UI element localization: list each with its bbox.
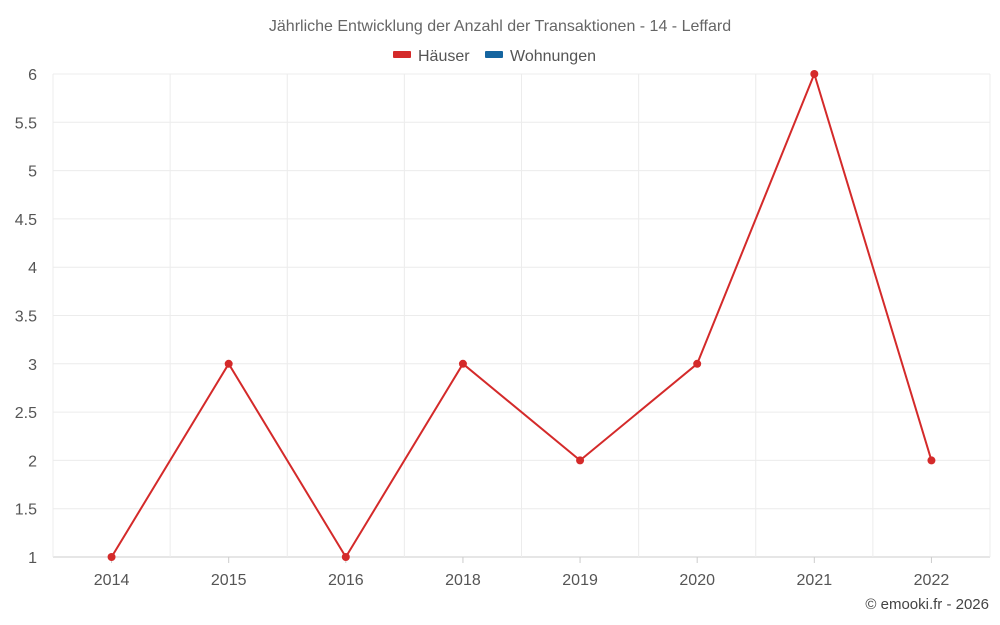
- y-tick-label: 5: [28, 164, 37, 181]
- y-tick-label: 3: [28, 357, 37, 374]
- y-tick-label: 4: [28, 260, 37, 277]
- y-tick-label: 1: [28, 550, 37, 567]
- data-point[interactable]: [927, 456, 936, 465]
- y-axis: 1 1.5 2 2.5 3 3.5 4 4.5 5 5.5 6: [15, 67, 37, 567]
- x-axis: 2014 2015 2016 2018 2019 2020 2021 2022: [94, 557, 950, 589]
- data-point[interactable]: [107, 553, 116, 561]
- series-line-0: [110, 73, 933, 558]
- data-point[interactable]: [810, 70, 819, 78]
- legend-label-wohnungen: Wohnungen: [510, 48, 596, 65]
- x-tick-label: 2014: [94, 572, 130, 589]
- y-tick-label: 2: [28, 453, 37, 470]
- data-point[interactable]: [341, 553, 350, 561]
- y-tick-label: 1.5: [15, 502, 37, 519]
- legend-item-haeuser[interactable]: Häuser: [393, 48, 470, 65]
- grid-lines: [52, 73, 991, 558]
- chart-title: Jährliche Entwicklung der Anzahl der Tra…: [269, 18, 731, 35]
- legend-swatch-wohnungen: [485, 51, 503, 58]
- legend-label-haeuser: Häuser: [418, 48, 470, 65]
- data-point[interactable]: [458, 359, 467, 368]
- x-tick-label: 2022: [914, 572, 950, 589]
- y-tick-label: 5.5: [15, 115, 37, 132]
- x-tick-label: 2021: [797, 572, 833, 589]
- x-tick-label: 2016: [328, 572, 364, 589]
- x-tick-label: 2015: [211, 572, 247, 589]
- data-point[interactable]: [693, 359, 702, 368]
- credit-text: © emooki.fr - 2026: [865, 596, 989, 613]
- y-tick-label: 6: [28, 67, 37, 84]
- legend: Häuser Wohnungen: [393, 48, 596, 65]
- y-tick-label: 2.5: [15, 405, 37, 422]
- data-point[interactable]: [224, 359, 233, 368]
- x-tick-label: 2020: [679, 572, 715, 589]
- y-tick-label: 3.5: [15, 309, 37, 326]
- legend-swatch-haeuser: [393, 51, 411, 58]
- x-tick-label: 2018: [445, 572, 481, 589]
- legend-item-wohnungen[interactable]: Wohnungen: [485, 48, 596, 65]
- data-point[interactable]: [576, 456, 585, 465]
- x-tick-label: 2019: [562, 572, 598, 589]
- y-tick-label: 4.5: [15, 212, 37, 229]
- series-layer: [107, 70, 936, 561]
